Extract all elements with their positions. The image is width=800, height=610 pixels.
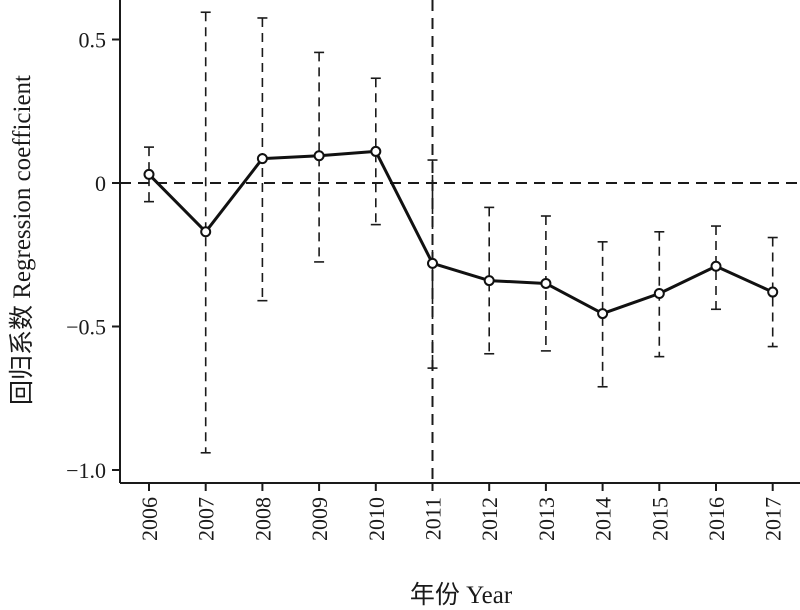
y-tick-label: −0.5 bbox=[66, 315, 106, 340]
plot-area bbox=[120, 0, 800, 483]
data-point bbox=[256, 153, 268, 165]
data-point bbox=[370, 145, 382, 157]
x-tick-label: 2015 bbox=[647, 497, 672, 541]
data-point bbox=[597, 308, 609, 320]
x-tick-label: 2008 bbox=[250, 497, 275, 541]
x-tick-label: 2009 bbox=[307, 497, 332, 541]
y-axis: 0.5 0 −0.5 −1.0 bbox=[66, 0, 121, 483]
coefficient-line bbox=[147, 149, 774, 316]
x-tick-label: 2006 bbox=[137, 497, 162, 541]
data-point bbox=[767, 286, 779, 298]
data-point bbox=[653, 287, 665, 299]
x-tick-label: 2017 bbox=[761, 497, 786, 541]
x-tick-label: 2010 bbox=[364, 497, 389, 541]
x-tick-label: 2007 bbox=[194, 497, 219, 541]
x-axis-title: 年份 Year bbox=[410, 581, 513, 609]
x-tick-label: 2016 bbox=[704, 497, 729, 541]
data-point bbox=[313, 150, 325, 162]
data-point bbox=[483, 275, 495, 287]
data-point bbox=[540, 277, 552, 289]
x-tick-label: 2012 bbox=[477, 497, 502, 541]
y-axis-title: 回归系数 Regression coefficient bbox=[8, 75, 36, 405]
data-point bbox=[710, 260, 722, 272]
y-tick-label: 0.5 bbox=[79, 28, 107, 53]
y-tick-label: 0 bbox=[95, 171, 106, 196]
y-tick-label: −1.0 bbox=[66, 458, 106, 483]
x-axis: 2006 2007 2008 2009 2010 2011 2012 2013 2014 2015… bbox=[120, 482, 800, 541]
x-tick-label: 2013 bbox=[534, 497, 559, 541]
data-point bbox=[200, 226, 212, 238]
x-tick-label: 2011 bbox=[421, 497, 446, 540]
x-tick-label: 2014 bbox=[591, 497, 616, 541]
data-point bbox=[427, 257, 438, 269]
data-point bbox=[143, 168, 155, 180]
